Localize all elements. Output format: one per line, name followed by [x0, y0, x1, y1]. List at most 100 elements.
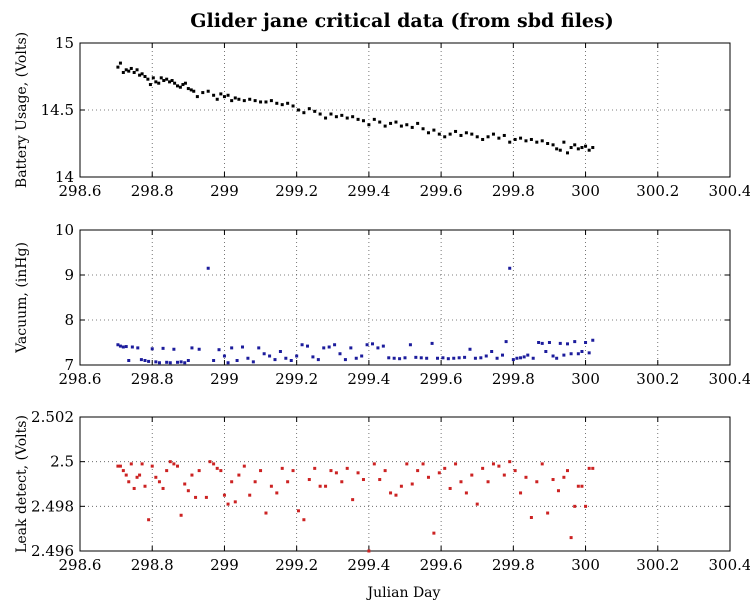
- leak-data-point: [513, 469, 517, 473]
- vacuum-data-point: [591, 338, 595, 342]
- leak-data-point: [147, 518, 151, 522]
- battery-data-point: [416, 121, 420, 125]
- leak-data-point: [481, 466, 485, 470]
- vacuum-data-point: [468, 347, 472, 351]
- leak-data-point: [508, 460, 512, 464]
- battery-data-point: [226, 93, 230, 97]
- battery-data-point: [313, 109, 317, 113]
- vacuum-data-point: [251, 360, 255, 364]
- leak-data-point: [307, 478, 311, 482]
- battery-data-point: [566, 151, 569, 155]
- vacuum-data-point: [284, 356, 288, 360]
- leak-data-point: [459, 480, 463, 484]
- vacuum-data-point: [190, 346, 194, 350]
- leak-data-point: [464, 491, 468, 495]
- battery-data-point: [148, 83, 152, 87]
- battery-x-tick-label: 300: [571, 182, 600, 200]
- battery-data-point: [253, 99, 257, 103]
- battery-data-point: [215, 97, 219, 101]
- battery-data-point: [591, 146, 595, 150]
- battery-data-point: [143, 75, 147, 78]
- battery-data-point: [195, 95, 199, 99]
- leak-data-point: [237, 473, 241, 477]
- battery-data-point: [383, 124, 387, 128]
- battery-data-point: [129, 66, 133, 70]
- leak-data-point: [383, 469, 387, 473]
- leak-y-tick-label: 2.496: [31, 542, 74, 560]
- battery-data-point: [345, 116, 349, 120]
- battery-y-tick-label: 14.5: [41, 101, 74, 119]
- vacuum-data-point: [504, 340, 508, 344]
- battery-data-point: [334, 115, 338, 119]
- battery-data-point: [135, 68, 139, 72]
- leak-data-point: [556, 489, 560, 493]
- vacuum-x-tick-label: 299.2: [275, 370, 318, 388]
- leak-data-point: [486, 480, 490, 484]
- vacuum-x-tick-label: 299: [210, 370, 239, 388]
- battery-x-tick-label: 299.8: [492, 182, 535, 200]
- leak-data-point: [416, 469, 420, 473]
- leak-x-tick-label: 299: [210, 556, 239, 574]
- vacuum-data-point: [322, 346, 326, 350]
- battery-data-point: [546, 142, 550, 145]
- leak-data-point: [132, 486, 136, 490]
- leak-data-point: [154, 475, 158, 479]
- vacuum-data-point: [452, 356, 456, 360]
- battery-data-point: [502, 133, 506, 137]
- leak-data-point: [324, 484, 328, 488]
- vacuum-data-point: [278, 350, 282, 353]
- battery-data-point: [173, 81, 177, 85]
- vacuum-data-point: [537, 341, 541, 344]
- leak-data-point: [356, 471, 360, 475]
- leak-data-point: [318, 484, 322, 488]
- battery-data-point: [562, 140, 566, 144]
- vacuum-data-point: [540, 341, 544, 345]
- leak-data-point: [215, 466, 219, 470]
- battery-plot-frame: [79, 42, 731, 178]
- battery-data-point: [162, 79, 166, 83]
- leak-x-tick-label: 298.8: [131, 556, 174, 574]
- vacuum-data-point: [311, 355, 315, 359]
- vacuum-data-point: [419, 356, 423, 360]
- leak-data-point: [399, 484, 403, 488]
- vacuum-data-point: [241, 345, 244, 349]
- vacuum-x-tick-label: 299.4: [347, 370, 390, 388]
- vacuum-data-point: [531, 356, 535, 360]
- vacuum-data-point: [463, 355, 467, 359]
- battery-data-point: [558, 148, 562, 152]
- battery-data-point: [356, 117, 360, 121]
- battery-y-axis-label: Battery Usage, (Volts): [14, 32, 30, 188]
- leak-data-point: [313, 466, 317, 470]
- vacuum-data-point: [381, 344, 385, 348]
- vacuum-data-point: [300, 343, 304, 347]
- vacuum-data-point: [186, 359, 190, 362]
- leak-data-point: [135, 475, 139, 479]
- leak-data-point: [161, 486, 165, 490]
- leak-data-point: [551, 478, 555, 482]
- leak-data-point: [378, 478, 382, 482]
- leak-data-point: [535, 480, 539, 484]
- battery-data-point: [580, 146, 584, 150]
- vacuum-data-point: [436, 356, 439, 360]
- leak-y-tick-label: 2.498: [31, 497, 74, 515]
- leak-data-point: [340, 480, 344, 484]
- battery-data-point: [280, 103, 284, 107]
- battery-x-tick-label: 299.2: [275, 182, 318, 200]
- leak-data-point: [286, 480, 290, 484]
- vacuum-data-point: [206, 266, 210, 270]
- vacuum-data-point: [246, 356, 250, 360]
- vacuum-data-point: [519, 356, 523, 360]
- battery-usage-plot: 298.6 298.8 299 299.2 299.4 299.6 299.8 300 300.…: [14, 32, 750, 200]
- leak-x-tick-label: 299.2: [275, 556, 318, 574]
- vacuum-data-point: [479, 356, 483, 360]
- leak-data-point: [127, 480, 131, 484]
- battery-data-point: [189, 88, 193, 92]
- leak-data-point: [186, 489, 190, 493]
- vacuum-data-point: [116, 343, 120, 347]
- leak-data-point: [497, 464, 501, 468]
- vacuum-data-point: [127, 359, 131, 362]
- battery-data-point: [168, 80, 172, 84]
- battery-data-point: [459, 133, 463, 137]
- leak-y-tick-label: 2.5: [50, 453, 74, 471]
- vacuum-data-point: [425, 356, 429, 360]
